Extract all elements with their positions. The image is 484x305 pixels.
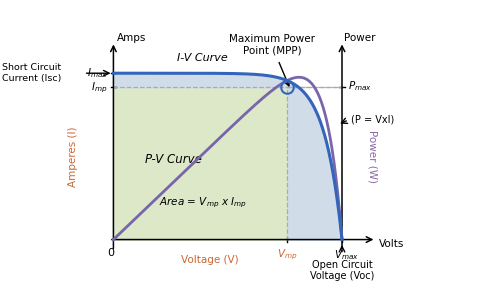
Text: I-V Curve: I-V Curve [177,53,227,63]
Text: $P_{max}$: $P_{max}$ [347,79,371,93]
Text: Short Circuit
Current (Isc): Short Circuit Current (Isc) [2,63,61,83]
Text: Power: Power [344,33,375,43]
Text: P-V Curve: P-V Curve [145,153,202,166]
Text: Maximum Power
Point (MPP): Maximum Power Point (MPP) [229,34,315,56]
Text: Voltage (V): Voltage (V) [180,255,238,264]
Text: Amps: Amps [117,33,146,43]
Text: Volts: Volts [378,239,403,249]
Text: 0: 0 [107,248,114,258]
Text: (P = VxI): (P = VxI) [350,115,393,125]
Text: $I_{mp}$: $I_{mp}$ [91,80,107,95]
Text: $I_{max}$: $I_{max}$ [87,66,107,80]
Text: Open Circuit
Voltage (Voc): Open Circuit Voltage (Voc) [309,260,374,281]
Text: Amperes (I): Amperes (I) [68,126,78,187]
Text: Power (W): Power (W) [367,130,377,183]
Text: $V_{mp}$: $V_{mp}$ [276,248,297,262]
Text: $V_{max}$: $V_{max}$ [333,248,358,262]
Text: Area = $V_{mp}$ x $I_{mp}$: Area = $V_{mp}$ x $I_{mp}$ [159,196,247,210]
